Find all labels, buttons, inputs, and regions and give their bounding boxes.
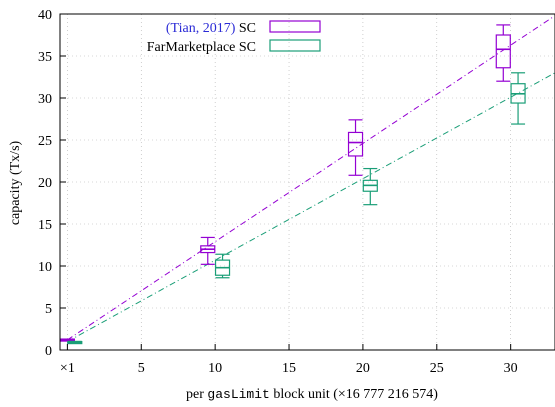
legend: (Tian, 2017) SC FarMarketplace SC bbox=[147, 20, 321, 55]
x-axis-title-prefix: per bbox=[186, 387, 207, 402]
legend-label-series-1: (Tian, 2017) SC bbox=[166, 21, 256, 36]
y-axis-title: capacity (Tx/s) bbox=[8, 140, 23, 225]
box-series-2-group-1 bbox=[67, 340, 83, 345]
y-tick-label: 35 bbox=[38, 50, 52, 65]
tick-layer: 0 5 10 15 20 25 30 35 40 ×1 5 10 15 20 25 30 bbox=[38, 8, 518, 376]
y-tick-label: 10 bbox=[38, 260, 52, 275]
x-tick-label: 5 bbox=[138, 361, 145, 376]
x-tick-label: 20 bbox=[356, 361, 370, 376]
box-layer bbox=[59, 24, 526, 345]
legend-rest-series-1: SC bbox=[235, 21, 256, 36]
x-tick-label: ×1 bbox=[60, 361, 75, 376]
y-tick-label: 25 bbox=[38, 134, 52, 149]
x-tick-label: 15 bbox=[282, 361, 296, 376]
x-axis-title: per gasLimit block unit (×16 777 216 574… bbox=[186, 387, 438, 402]
legend-rest-series-2: FarMarketplace SC bbox=[147, 40, 256, 55]
x-tick-label: 10 bbox=[208, 361, 222, 376]
fit-lines bbox=[67, 15, 555, 343]
x-axis-title-code: gasLimit bbox=[207, 387, 269, 402]
y-tick-label: 0 bbox=[45, 344, 52, 359]
legend-swatch-series-1 bbox=[269, 20, 321, 33]
box-body bbox=[347, 131, 364, 157]
fit-line-series-1 bbox=[67, 15, 555, 341]
y-tick-label: 30 bbox=[38, 92, 52, 107]
box-series-2-group-4 bbox=[510, 72, 526, 125]
box-series-1-group-3 bbox=[347, 119, 364, 176]
y-tick-label: 5 bbox=[45, 302, 52, 317]
y-tick-label: 20 bbox=[38, 176, 52, 191]
y-tick-label: 15 bbox=[38, 218, 52, 233]
legend-cite-series-1: (Tian, 2017) bbox=[166, 21, 236, 36]
box-series-2-group-2 bbox=[214, 253, 231, 279]
box-series-2-group-3 bbox=[362, 167, 378, 206]
y-tick-label: 40 bbox=[38, 8, 52, 23]
box-series-1-group-2 bbox=[200, 236, 216, 265]
legend-swatch-series-2 bbox=[269, 39, 321, 52]
box-body bbox=[495, 34, 511, 69]
fit-line-series-2 bbox=[67, 72, 555, 343]
box-series-1-group-1 bbox=[59, 338, 75, 342]
x-tick-label: 30 bbox=[504, 361, 518, 376]
x-axis-title-suffix: block unit (×16 777 216 574) bbox=[270, 387, 438, 402]
grid-layer bbox=[60, 14, 555, 350]
legend-label-series-2: FarMarketplace SC bbox=[147, 40, 256, 55]
x-tick-label: 25 bbox=[430, 361, 444, 376]
box-series-1-group-4 bbox=[495, 24, 511, 82]
